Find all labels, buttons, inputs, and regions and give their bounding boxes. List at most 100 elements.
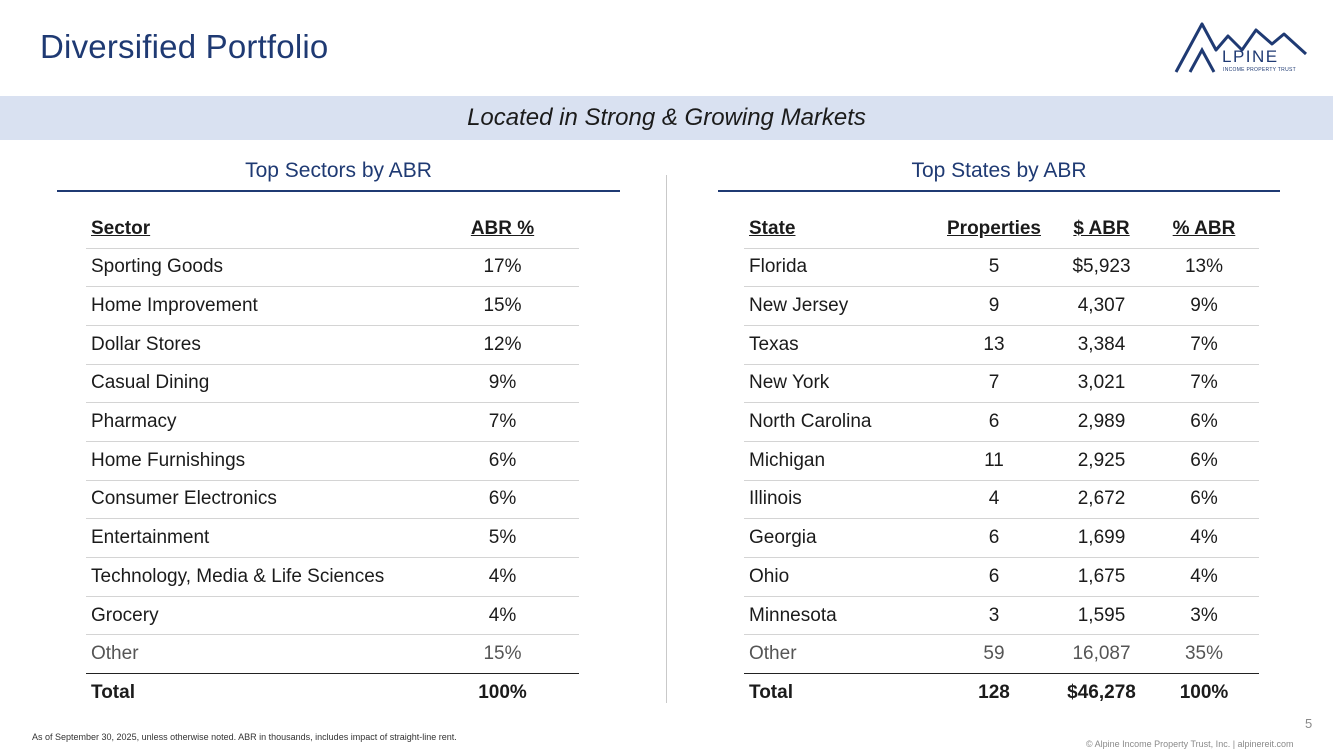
table-row: Pharmacy 7% (86, 402, 579, 442)
row-label: New York (744, 364, 934, 404)
copyright: © Alpine Income Property Trust, Inc. | a… (1086, 739, 1294, 749)
table-row: Consumer Electronics 6% (86, 480, 579, 520)
row-value: 6% (1149, 480, 1259, 520)
row-label: Technology, Media & Life Sciences (86, 557, 426, 597)
table-row: Sporting Goods 17% (86, 248, 579, 288)
row-value: 6% (1149, 402, 1259, 442)
row-label: New Jersey (744, 286, 934, 326)
table-row: Casual Dining 9% (86, 364, 579, 404)
states-heading-rule (718, 190, 1280, 192)
row-label: Dollar Stores (86, 325, 426, 365)
table-row: Illinois 4 2,672 6% (744, 480, 1259, 520)
row-label: Ohio (744, 557, 934, 597)
row-value: 3 (934, 596, 1054, 636)
table-row: North Carolina 6 2,989 6% (744, 402, 1259, 442)
row-value: 13 (934, 325, 1054, 365)
column-header: Sector (86, 210, 426, 249)
row-label: Sporting Goods (86, 248, 426, 288)
table-row: Minnesota 3 1,595 3% (744, 596, 1259, 636)
row-label: Texas (744, 325, 934, 365)
row-value: 6% (426, 480, 579, 520)
row-value: 6% (1149, 441, 1259, 481)
row-value: 7 (934, 364, 1054, 404)
row-label: Minnesota (744, 596, 934, 636)
row-value: 35% (1149, 634, 1259, 675)
row-value: 4% (426, 596, 579, 636)
row-value: 9% (1149, 286, 1259, 326)
table-row: Michigan 11 2,925 6% (744, 441, 1259, 481)
row-label: Casual Dining (86, 364, 426, 404)
total-row: Total 100% (86, 674, 579, 713)
table-row: Grocery 4% (86, 596, 579, 636)
row-value: 3% (1149, 596, 1259, 636)
row-label: Total (91, 682, 135, 704)
row-value: 6% (426, 441, 579, 481)
row-value: 100% (478, 682, 527, 704)
column-divider (666, 175, 667, 703)
row-label: Entertainment (86, 518, 426, 558)
row-label: Grocery (86, 596, 426, 636)
table-row: New Jersey 9 4,307 9% (744, 286, 1259, 326)
row-value: 2,989 (1054, 402, 1149, 442)
row-value: 59 (934, 634, 1054, 675)
states-table: State Properties $ ABR % ABR Florida 5 $5,… (744, 210, 1259, 712)
row-value: 6 (934, 518, 1054, 558)
row-value: 4,307 (1054, 286, 1149, 326)
row-value: 7% (1149, 325, 1259, 365)
row-value: $46,278 (1067, 682, 1136, 704)
row-value: 1,675 (1054, 557, 1149, 597)
logo-wordmark: LPINE (1222, 47, 1279, 66)
sectors-heading: Top Sectors by ABR (245, 159, 432, 182)
row-value: 16,087 (1054, 634, 1149, 675)
table-header-row: State Properties $ ABR % ABR (744, 210, 1259, 249)
row-value: 13% (1149, 248, 1259, 288)
row-value: 1,699 (1054, 518, 1149, 558)
row-value: 7% (1149, 364, 1259, 404)
row-value: 2,672 (1054, 480, 1149, 520)
row-value: 4% (1149, 518, 1259, 558)
table-row: Florida 5 $5,923 13% (744, 248, 1259, 288)
row-label: Consumer Electronics (86, 480, 426, 520)
column-header: ABR % (426, 210, 579, 249)
other-row: Other 59 16,087 35% (744, 634, 1259, 675)
row-value: 9 (934, 286, 1054, 326)
logo-subtext: INCOME PROPERTY TRUST (1223, 67, 1296, 73)
table-row: Dollar Stores 12% (86, 325, 579, 365)
sectors-heading-rule (57, 190, 620, 192)
table-row: Home Furnishings 6% (86, 441, 579, 481)
row-value: 100% (1179, 682, 1229, 704)
row-label: North Carolina (744, 402, 934, 442)
row-value: 2,925 (1054, 441, 1149, 481)
total-row: Total 128 $46,278 100% (744, 674, 1259, 713)
row-label: Other (86, 634, 426, 675)
banner-bar (0, 96, 1333, 140)
row-value: 4% (1149, 557, 1259, 597)
row-value: 4 (934, 480, 1054, 520)
alpine-logo: LPINE INCOME PROPERTY TRUST (1174, 22, 1308, 73)
row-label: Total (749, 682, 793, 704)
column-header: % ABR (1149, 210, 1259, 249)
column-header: State (744, 210, 934, 249)
table-row: Ohio 6 1,675 4% (744, 557, 1259, 597)
row-value: $5,923 (1054, 248, 1149, 288)
row-value: 5% (426, 518, 579, 558)
table-row: Technology, Media & Life Sciences 4% (86, 557, 579, 597)
row-value: 17% (426, 248, 579, 288)
row-label: Michigan (744, 441, 934, 481)
table-header-row: Sector ABR % (86, 210, 579, 249)
table-row: Entertainment 5% (86, 518, 579, 558)
row-value: 15% (426, 286, 579, 326)
row-value: 15% (426, 634, 579, 675)
footnote: As of September 30, 2025, unless otherwi… (32, 732, 457, 742)
column-header: Properties (934, 210, 1054, 249)
table-row: Texas 13 3,384 7% (744, 325, 1259, 365)
row-label: Pharmacy (86, 402, 426, 442)
row-value: 11 (934, 441, 1054, 481)
row-label: Home Furnishings (86, 441, 426, 481)
states-heading: Top States by ABR (911, 159, 1087, 182)
sectors-table: Sector ABR % Sporting Goods 17% Home Impro… (86, 210, 579, 712)
row-label: Florida (744, 248, 934, 288)
table-row: Georgia 6 1,699 4% (744, 518, 1259, 558)
row-value: 4% (426, 557, 579, 597)
row-label: Other (744, 634, 934, 675)
